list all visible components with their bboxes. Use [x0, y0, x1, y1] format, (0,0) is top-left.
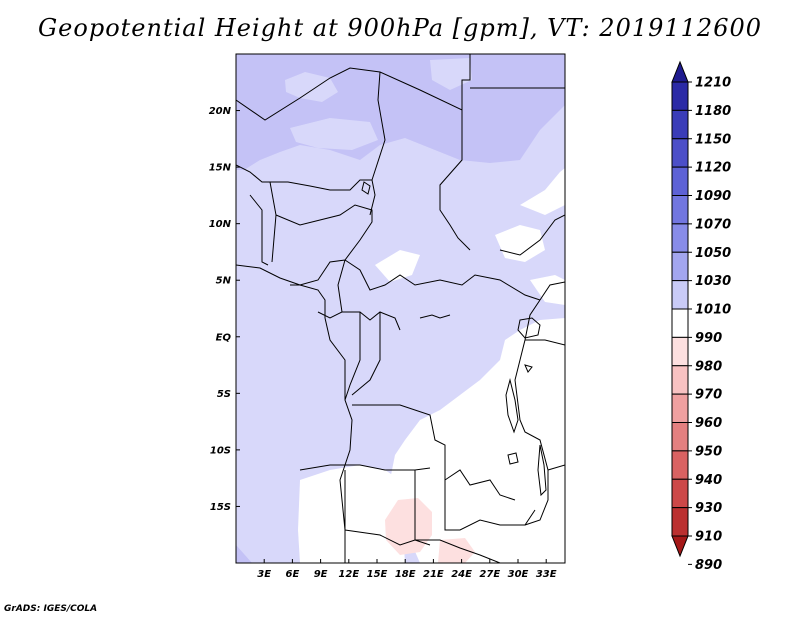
y-tick-label: 15S — [210, 502, 231, 513]
lake-tanganyika — [505, 378, 519, 434]
x-tick-label: 12E — [338, 569, 359, 580]
colorbar-box — [671, 81, 689, 111]
colorbar-box — [671, 478, 689, 509]
border-sahel — [236, 164, 372, 191]
lake-kyoga — [524, 364, 533, 373]
map-axes: 3E 6E 9E 12E 15E 18E 21E 24E 27E 30E 33E 20N 15N 10N 5… — [209, 106, 557, 580]
border-nigeria — [275, 204, 373, 286]
border-east-africa — [525, 281, 565, 471]
x-tick-label: 3E — [257, 569, 271, 580]
colorbar-box — [671, 280, 689, 310]
field-band-990-1010-chad — [375, 250, 420, 282]
field-patch-1010-north — [285, 72, 338, 102]
colorbar-box — [671, 422, 689, 452]
colorbar-label: 1150 — [695, 132, 731, 147]
colorbar-box — [671, 450, 689, 480]
country-borders — [236, 54, 565, 563]
border-ethiopia — [499, 214, 565, 256]
colorbar-box — [671, 166, 689, 196]
river-congo-1 — [419, 314, 451, 319]
x-tick-label: 24E — [451, 569, 472, 580]
border-sudan-west — [439, 110, 471, 251]
x-tick-label: 9E — [314, 569, 328, 580]
border-car — [344, 259, 541, 301]
field-band-1030-1050-southwest — [236, 545, 252, 563]
y-tick-label: 15N — [209, 163, 232, 174]
field-band-990-1010-southwest — [298, 465, 405, 563]
colorbar-label: 990 — [695, 331, 722, 346]
colorbar-label: 1010 — [695, 303, 731, 318]
border-zambia — [444, 480, 536, 531]
field-band-990-1010-kenya — [530, 275, 565, 305]
x-tick-label: 21E — [423, 569, 444, 580]
colorbar-label: 960 — [695, 416, 722, 431]
x-tick-label: 18E — [395, 569, 416, 580]
colorbar-label: 1090 — [695, 189, 731, 204]
field-band-990-1010-sudan — [495, 225, 545, 262]
colorbar-label: 1030 — [695, 274, 731, 289]
border-cameroon — [317, 259, 401, 331]
coast-gulf-of-guinea — [236, 264, 326, 318]
small-lake-1 — [507, 452, 519, 465]
colorbar-label: 1050 — [695, 246, 731, 261]
y-tick-label: 10S — [210, 445, 231, 456]
colorbar-box — [671, 109, 689, 140]
x-tick-label: 27E — [479, 569, 500, 580]
colorbar-label: 1180 — [695, 104, 731, 119]
x-tick-label: 33E — [536, 569, 557, 580]
lake-victoria — [517, 317, 541, 339]
y-tick-label: 5N — [216, 276, 232, 287]
map-frame — [235, 53, 566, 564]
colorbar-label: 1210 — [695, 76, 731, 91]
field-band-980-990-kalahari — [385, 498, 432, 555]
colorbar-label: 890 — [695, 558, 722, 573]
colorbar-box — [671, 251, 689, 282]
colorbar-label: 910 — [695, 530, 722, 545]
geopotential-height-field — [236, 54, 565, 563]
border-niger-chad — [369, 71, 386, 216]
colorbar-box — [671, 223, 689, 253]
x-tick-label: 6E — [286, 569, 300, 580]
colorbar-box — [671, 365, 689, 395]
colorbar-label: 1120 — [695, 161, 731, 176]
border-southern — [344, 529, 501, 563]
colorbar-label: 940 — [695, 473, 722, 488]
colorbar-box — [671, 507, 689, 537]
y-tick-label: EQ — [216, 332, 232, 343]
lakes-and-coastlines — [236, 181, 547, 531]
colorbar-label: 950 — [695, 444, 722, 459]
border-congo — [344, 312, 381, 401]
field-band-980-990-zambezi — [438, 538, 475, 563]
colorbar-box — [671, 336, 689, 367]
y-tick-label: 5S — [217, 389, 231, 400]
coast-west-angola — [324, 317, 353, 531]
x-tick-label: 30E — [508, 569, 529, 580]
colorbar-label: 930 — [695, 501, 722, 516]
colorbar-box — [671, 308, 689, 338]
grads-credit: GrADS: IGES/COLA — [4, 604, 98, 614]
y-tick-label: 10N — [209, 219, 232, 230]
colorbar-bottom-triangle — [671, 535, 689, 558]
y-tick-label: 20N — [209, 106, 232, 117]
field-patch-1010-sahara — [290, 118, 378, 150]
colorbar-label: 1070 — [695, 217, 731, 232]
colorbar-label: 970 — [695, 388, 722, 403]
colorbar-box — [671, 393, 689, 423]
colorbar-top-triangle — [671, 60, 689, 83]
colorbar-box — [671, 138, 689, 168]
chart-title: Geopotential Height at 900hPa [gpm], VT:… — [38, 14, 762, 42]
colorbar: 1210 1180 1150 1120 1090 1070 1050 1030 1010 990 9… — [671, 60, 731, 573]
border-drc-east — [514, 299, 549, 526]
colorbar-label: 980 — [695, 359, 722, 374]
lake-malawi — [537, 444, 547, 497]
x-tick-label: 15E — [367, 569, 388, 580]
lake-chad — [361, 181, 371, 195]
field-band-990-1010-ethiopia — [520, 168, 565, 215]
field-band-990-1010-east — [390, 318, 565, 563]
colorbar-box — [671, 195, 689, 225]
